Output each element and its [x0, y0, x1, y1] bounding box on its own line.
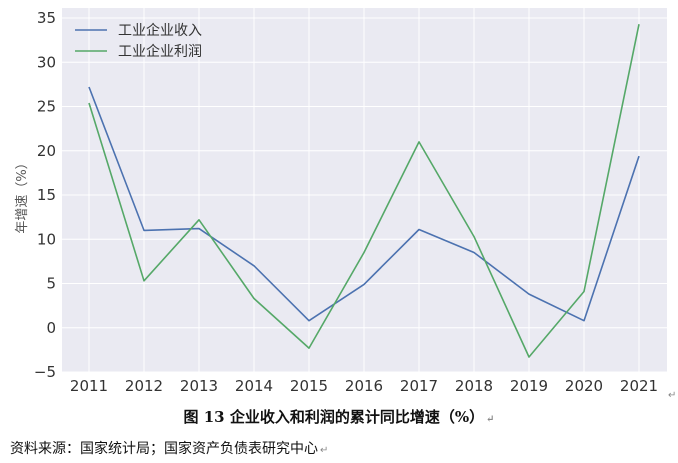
source-note: 资料来源：国家统计局；国家资产负债表研究中心 ↵: [10, 438, 328, 458]
y-tick-label: 15: [37, 186, 56, 204]
series: [88, 24, 640, 358]
caption-text: 图 13 企业收入和利润的累计同比增速（%）: [183, 408, 485, 426]
x-tick-label: 2015: [290, 377, 328, 395]
legend-label: 工业企业收入: [118, 22, 202, 39]
x-tick-label: 2016: [345, 377, 383, 395]
x-tick-label: 2013: [180, 377, 218, 395]
y-tick-label: 0: [46, 319, 56, 337]
legend-label: 工业企业利润: [118, 43, 202, 60]
y-tick-label: 10: [37, 230, 56, 248]
x-tick-label: 2019: [510, 377, 548, 395]
series-line-2: [88, 24, 640, 358]
y-tick-label: 25: [37, 98, 56, 116]
y-tick-label: 30: [37, 53, 56, 71]
caption-para-mark: ↵: [486, 414, 495, 425]
figure-caption: 图 13 企业收入和利润的累计同比增速（%） ↵: [0, 406, 678, 427]
x-tick-label: 2017: [400, 377, 438, 395]
x-tick-label: 2014: [235, 377, 273, 395]
series-line-1: [88, 86, 640, 322]
return-mark: ↵: [668, 390, 677, 401]
y-axis-ticks: 35 30 25 20 15 10 5 0 −5: [34, 9, 56, 381]
source-text: 资料来源：国家统计局；国家资产负债表研究中心: [10, 441, 318, 457]
x-tick-label: 2020: [565, 377, 603, 395]
x-tick-label: 2018: [455, 377, 493, 395]
source-para-mark: ↵: [320, 445, 329, 456]
y-axis-label: 年增速（%）: [15, 156, 30, 233]
grid: [62, 8, 667, 373]
x-tick-label: 2012: [125, 377, 163, 395]
y-tick-label: 20: [37, 142, 56, 160]
y-tick-label: 5: [46, 275, 56, 293]
y-tick-label: −5: [34, 363, 56, 381]
y-tick-label: 35: [37, 9, 56, 27]
x-tick-label: 2021: [620, 377, 658, 395]
x-axis-ticks: 2011 2012 2013 2014 2015 2016 2017 2018 2019 2020…: [70, 377, 658, 395]
x-tick-label: 2011: [70, 377, 108, 395]
